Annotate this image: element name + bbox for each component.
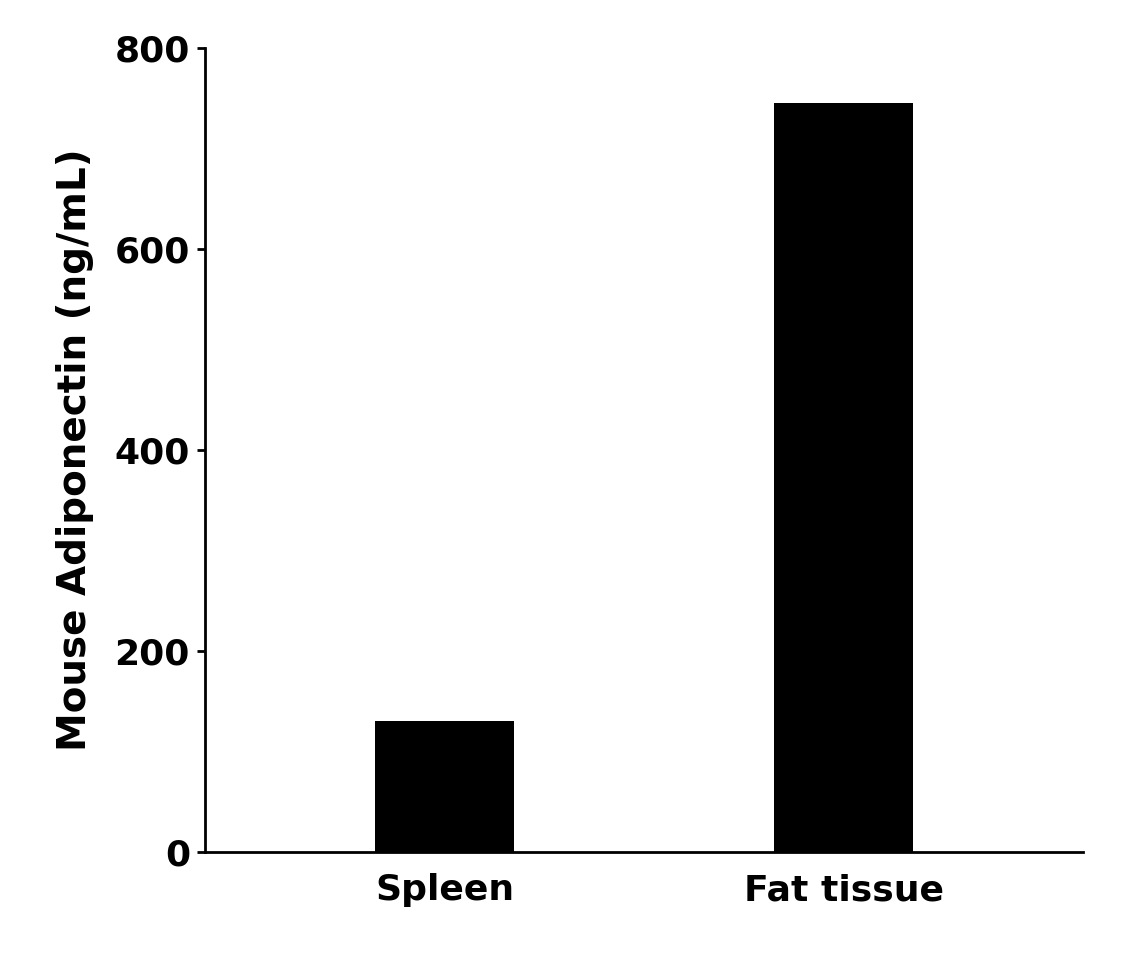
Bar bbox=[774, 103, 913, 852]
Y-axis label: Mouse Adiponectin (ng/mL): Mouse Adiponectin (ng/mL) bbox=[56, 149, 93, 751]
Bar bbox=[375, 721, 514, 852]
